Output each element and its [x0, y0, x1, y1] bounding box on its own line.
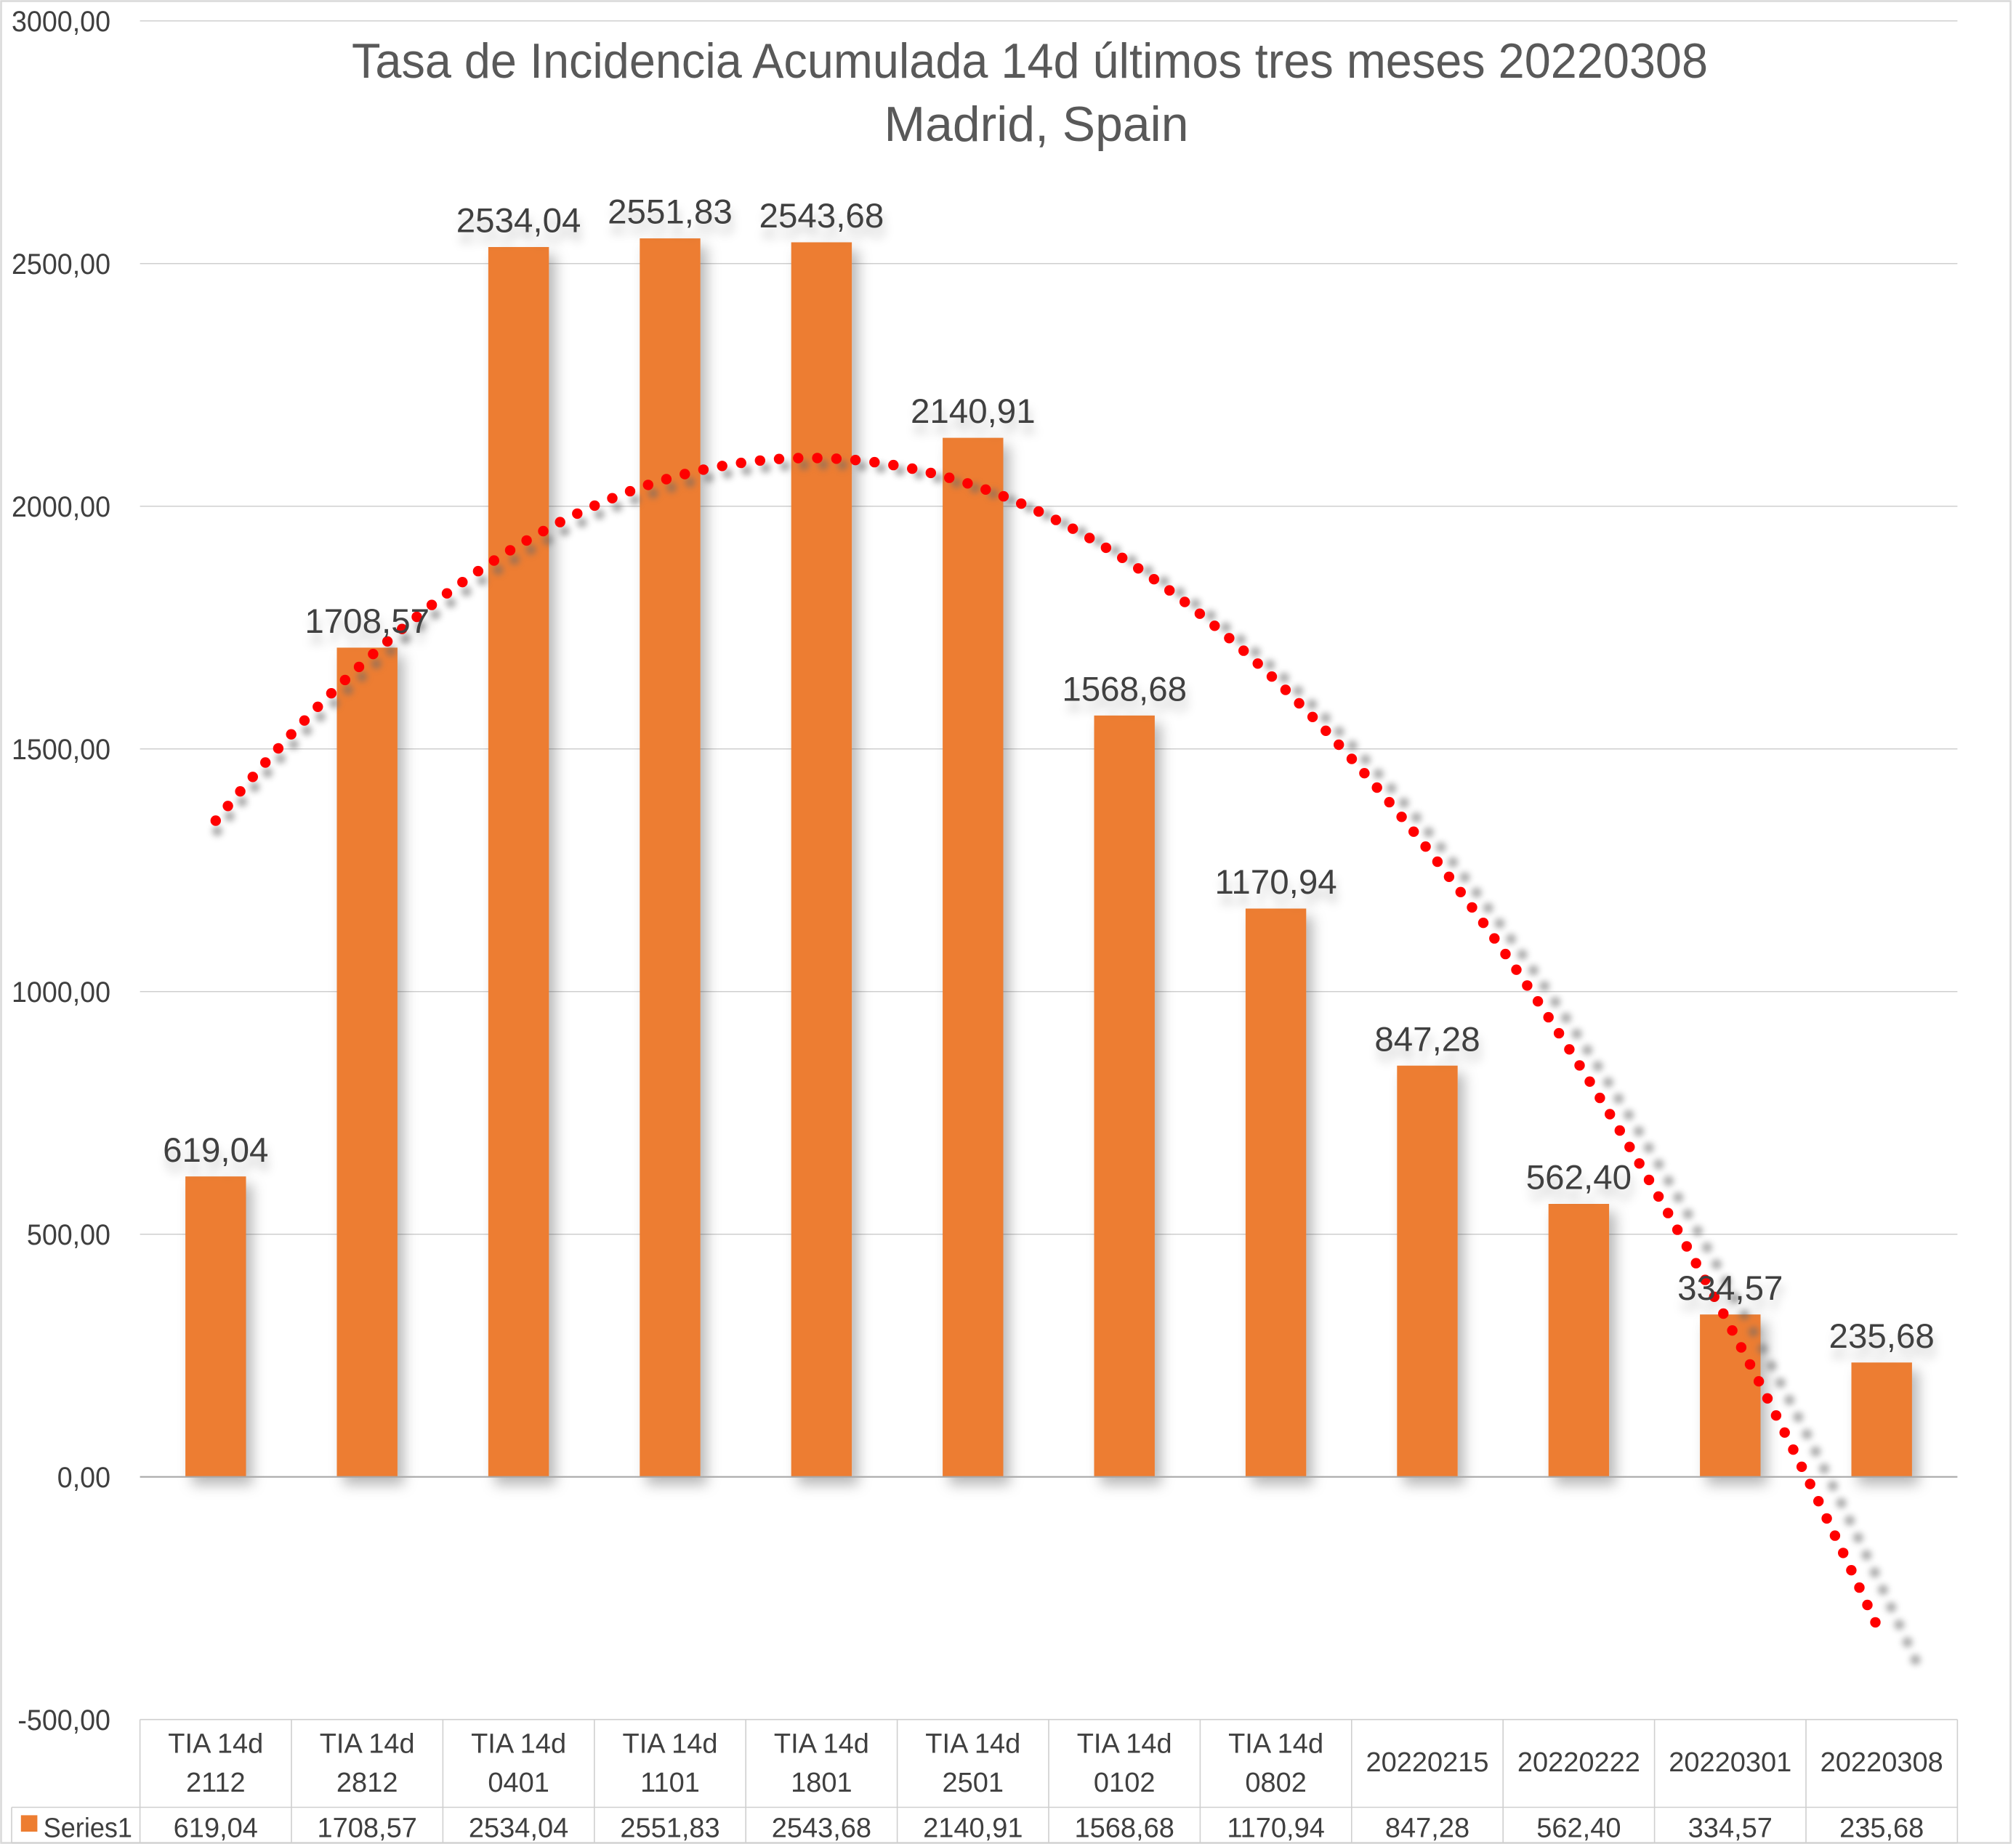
svg-text:2543,68: 2543,68 [772, 1813, 871, 1844]
svg-text:1801: 1801 [791, 1768, 852, 1798]
svg-text:1170,94: 1170,94 [1227, 1813, 1325, 1844]
svg-text:1000,00: 1000,00 [12, 976, 110, 1008]
svg-text:TIA 14d: TIA 14d [925, 1728, 1020, 1759]
svg-text:TIA 14d: TIA 14d [1077, 1728, 1172, 1759]
svg-text:Madrid, Spain: Madrid, Spain [884, 97, 1189, 152]
svg-text:619,04: 619,04 [174, 1813, 258, 1844]
svg-text:Tasa de Incidencia Acumulada 1: Tasa de Incidencia Acumulada 14d últimos… [352, 34, 1708, 89]
svg-text:2551,83: 2551,83 [620, 1813, 719, 1844]
svg-text:20220301: 20220301 [1669, 1747, 1791, 1778]
svg-text:20220308: 20220308 [1821, 1747, 1943, 1778]
svg-text:619,04: 619,04 [163, 1131, 268, 1170]
svg-text:-500,00: -500,00 [17, 1705, 110, 1736]
svg-text:TIA 14d: TIA 14d [320, 1728, 415, 1759]
svg-text:2112: 2112 [186, 1768, 246, 1798]
svg-text:2140,91: 2140,91 [911, 392, 1036, 431]
svg-text:2500,00: 2500,00 [12, 248, 110, 280]
svg-text:847,28: 847,28 [1374, 1020, 1480, 1059]
svg-text:0102: 0102 [1094, 1768, 1156, 1798]
svg-text:562,40: 562,40 [1526, 1159, 1632, 1197]
svg-text:2000,00: 2000,00 [12, 491, 110, 523]
svg-text:334,57: 334,57 [1677, 1269, 1783, 1308]
svg-text:500,00: 500,00 [27, 1219, 110, 1251]
svg-text:TIA 14d: TIA 14d [774, 1728, 869, 1759]
svg-text:847,28: 847,28 [1385, 1813, 1469, 1844]
svg-text:0,00: 0,00 [57, 1462, 110, 1494]
svg-text:1708,57: 1708,57 [305, 602, 430, 641]
svg-text:235,68: 235,68 [1839, 1813, 1924, 1844]
svg-text:2543,68: 2543,68 [759, 197, 884, 235]
svg-text:Series1: Series1 [44, 1813, 132, 1844]
svg-text:1708,57: 1708,57 [318, 1813, 417, 1844]
svg-text:1568,68: 1568,68 [1062, 670, 1187, 708]
svg-text:2534,04: 2534,04 [469, 1813, 568, 1844]
svg-text:TIA 14d: TIA 14d [1228, 1728, 1323, 1759]
svg-text:0802: 0802 [1245, 1768, 1307, 1798]
svg-text:20220215: 20220215 [1366, 1747, 1488, 1778]
svg-text:3000,00: 3000,00 [12, 6, 110, 38]
svg-text:TIA 14d: TIA 14d [168, 1728, 263, 1759]
svg-text:2501: 2501 [943, 1768, 1004, 1798]
svg-text:2812: 2812 [336, 1768, 398, 1798]
svg-text:1101: 1101 [640, 1768, 700, 1798]
svg-text:235,68: 235,68 [1829, 1317, 1935, 1356]
svg-text:2534,04: 2534,04 [456, 202, 581, 240]
svg-text:TIA 14d: TIA 14d [623, 1728, 718, 1759]
svg-text:0401: 0401 [488, 1768, 549, 1798]
svg-text:20220222: 20220222 [1517, 1747, 1640, 1778]
svg-text:562,40: 562,40 [1536, 1813, 1621, 1844]
svg-text:334,57: 334,57 [1688, 1813, 1773, 1844]
svg-text:2551,83: 2551,83 [608, 193, 733, 232]
svg-text:1568,68: 1568,68 [1075, 1813, 1174, 1844]
svg-text:2140,91: 2140,91 [923, 1813, 1023, 1844]
svg-text:TIA 14d: TIA 14d [471, 1728, 566, 1759]
svg-text:1170,94: 1170,94 [1215, 863, 1337, 902]
svg-text:1500,00: 1500,00 [12, 734, 110, 766]
